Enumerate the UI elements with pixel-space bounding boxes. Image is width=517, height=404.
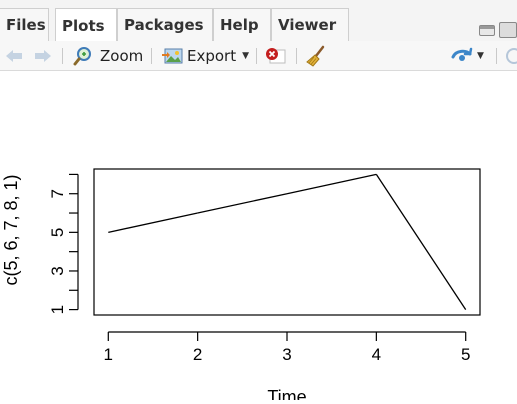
y-tick-label: 5 [48,228,67,237]
x-tick-label: 4 [372,345,381,364]
toolbar-separator [296,48,297,64]
tab-plots-label: Plots [62,16,105,35]
x-tick-label: 1 [104,345,113,364]
tab-files[interactable]: Files [0,8,49,41]
minimize-pane-icon[interactable] [479,25,495,36]
tab-viewer[interactable]: Viewer [271,8,349,41]
tab-files-label: Files [6,16,46,34]
zoom-button[interactable]: Zoom [73,41,143,70]
refresh-button[interactable] [504,41,517,70]
export-label: Export [187,46,237,65]
x-tick-label: 5 [461,345,470,364]
toolbar-separator [151,48,152,64]
y-tick-label: 1 [48,305,67,314]
chevron-down-icon: ▼ [242,50,250,61]
tab-packages-label: Packages [124,16,204,34]
tab-viewer-label: Viewer [278,16,337,34]
plot-viewer: 1 2 3 4 5 1 3 5 7 Time c(5, 6, 7, 8, 1) [0,70,517,404]
x-tick-label: 3 [282,345,291,364]
zoom-label: Zoom [100,46,144,65]
clear-all-plots-button[interactable] [305,41,327,70]
pane-tab-bar: Files Plots Packages Help Viewer [0,0,517,42]
tab-packages[interactable]: Packages [117,8,213,41]
sync-plots-button[interactable]: ▼ [450,41,484,70]
series-line-segment [108,212,198,233]
series-line-segment [286,173,377,195]
plot-box [93,168,481,316]
chevron-down-icon: ▼ [477,50,484,61]
back-button[interactable] [4,41,24,70]
toolbar-separator [496,48,497,64]
y-axis-label: c(5, 6, 7, 8, 1) [1,174,21,285]
pane-controls [477,22,517,38]
maximize-pane-icon[interactable] [499,22,517,38]
back-arrow-icon [6,49,22,62]
series-line-segment [375,174,467,310]
forward-arrow-icon [35,49,51,62]
y-tick-label: 3 [48,266,67,275]
x-tick-label: 2 [193,345,202,364]
forward-button[interactable] [33,41,53,70]
zoom-icon [73,46,91,65]
tab-help[interactable]: Help [213,8,271,41]
sync-icon [451,47,473,61]
y-tick-label: 7 [48,189,67,198]
series-line-segment [197,193,288,214]
delete-plot-icon [266,47,286,63]
broom-icon [306,45,325,67]
tab-help-label: Help [220,16,259,34]
refresh-icon [506,47,517,64]
line-chart: 1 2 3 4 5 1 3 5 7 Time c(5, 6, 7, 8, 1) [1,168,481,404]
tab-plots[interactable]: Plots [55,8,117,42]
toolbar-separator [62,48,63,64]
toolbar-separator [256,48,257,64]
remove-plot-button[interactable] [264,41,286,70]
x-axis-label: Time [267,387,306,400]
plots-toolbar: Zoom Export ▼ ▼ [0,41,517,71]
export-button[interactable]: Export ▼ [161,41,249,70]
export-image-icon [162,48,183,63]
